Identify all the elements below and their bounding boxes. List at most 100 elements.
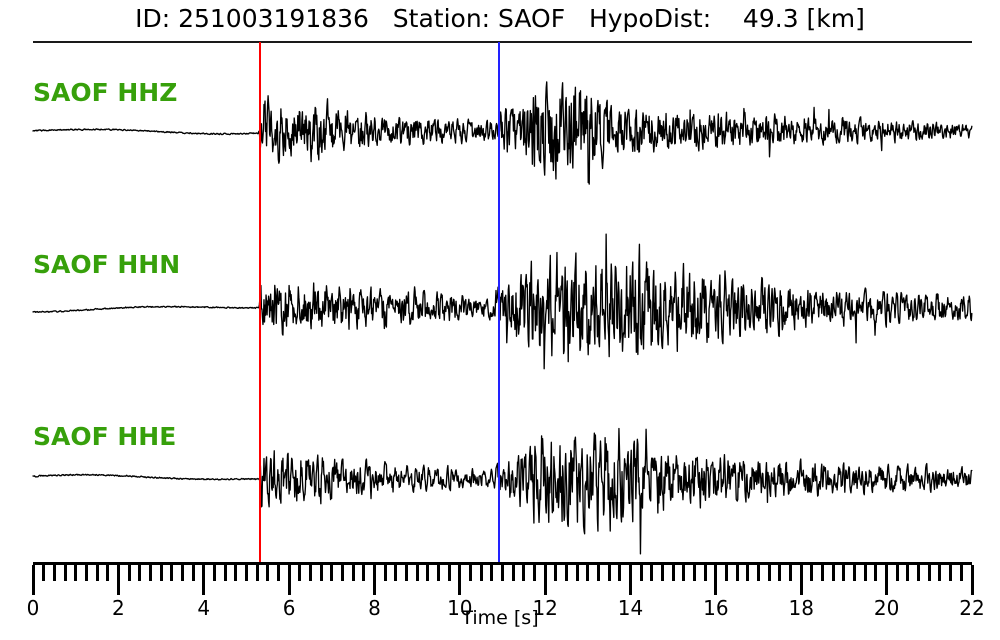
- s-pick-line: [497, 42, 500, 563]
- x-tick-minor: [735, 565, 739, 581]
- x-tick-major: [970, 565, 974, 595]
- x-tick-minor: [255, 565, 259, 581]
- x-tick-minor: [138, 565, 142, 581]
- x-tick-label: 12: [532, 596, 558, 620]
- x-tick-major: [202, 565, 206, 595]
- x-tick-minor: [244, 565, 248, 581]
- x-tick-minor: [554, 565, 558, 581]
- x-tick-label: 8: [368, 596, 381, 620]
- x-tick-major: [885, 565, 889, 595]
- x-tick-minor: [426, 565, 430, 581]
- x-tick-label: 22: [959, 596, 985, 620]
- x-tick-minor: [810, 565, 814, 581]
- x-tick-minor: [618, 565, 622, 581]
- page-title: ID: 251003191836 Station: SAOF HypoDist:…: [135, 4, 865, 33]
- x-tick-major: [31, 565, 35, 595]
- x-tick-minor: [682, 565, 686, 581]
- x-tick-minor: [180, 565, 184, 581]
- x-tick-major: [116, 565, 120, 595]
- x-tick-minor: [362, 565, 366, 581]
- x-tick-minor: [212, 565, 216, 581]
- x-tick-minor: [575, 565, 579, 581]
- x-axis-label: Time [s]: [461, 607, 539, 629]
- x-tick-minor: [511, 565, 515, 581]
- x-tick-minor: [127, 565, 131, 581]
- x-tick-minor: [725, 565, 729, 581]
- x-tick-minor: [436, 565, 440, 581]
- plot-top-border: [33, 41, 972, 43]
- x-tick-minor: [383, 565, 387, 581]
- x-tick-minor: [746, 565, 750, 581]
- x-tick-minor: [757, 565, 761, 581]
- x-tick-minor: [639, 565, 643, 581]
- x-tick-minor: [863, 565, 867, 581]
- x-axis-line: [33, 562, 972, 565]
- x-tick-minor: [394, 565, 398, 581]
- x-tick-minor: [308, 565, 312, 581]
- x-tick-label: 6: [282, 596, 296, 620]
- x-tick-minor: [276, 565, 280, 581]
- x-tick-major: [458, 565, 462, 595]
- x-tick-minor: [938, 565, 942, 581]
- channel-label-hhe: SAOF HHE: [33, 422, 177, 451]
- x-tick-minor: [106, 565, 110, 581]
- x-tick-minor: [650, 565, 654, 581]
- x-tick-minor: [949, 565, 953, 581]
- x-tick-minor: [831, 565, 835, 581]
- x-tick-minor: [522, 565, 526, 581]
- p-pick-line: [259, 42, 262, 563]
- x-tick-minor: [266, 565, 270, 581]
- x-tick-minor: [874, 565, 878, 581]
- x-tick-minor: [330, 565, 334, 581]
- x-tick-minor: [671, 565, 675, 581]
- x-tick-minor: [821, 565, 825, 581]
- x-tick-minor: [501, 565, 504, 581]
- x-tick-label: 14: [617, 596, 644, 620]
- x-tick-minor: [223, 565, 227, 581]
- channel-label-hhz: SAOF HHZ: [33, 78, 178, 107]
- x-tick-minor: [63, 565, 67, 581]
- x-tick-minor: [597, 565, 601, 581]
- x-tick-label: 16: [703, 596, 729, 620]
- x-tick-label: 0: [26, 596, 40, 620]
- x-tick-minor: [565, 565, 569, 581]
- x-tick-minor: [404, 565, 408, 581]
- x-tick-minor: [607, 565, 611, 581]
- x-tick-minor: [917, 565, 921, 581]
- x-tick-minor: [479, 565, 483, 581]
- x-tick-minor: [927, 565, 931, 581]
- x-tick-minor: [319, 565, 323, 581]
- x-tick-minor: [789, 565, 793, 581]
- x-tick-minor: [906, 565, 910, 581]
- x-tick-minor: [351, 565, 355, 581]
- x-tick-minor: [170, 565, 174, 581]
- x-tick-minor: [703, 565, 707, 581]
- x-tick-minor: [959, 565, 963, 581]
- x-tick-label: 18: [788, 596, 814, 620]
- x-tick-minor: [74, 565, 78, 581]
- x-tick-major: [287, 565, 291, 595]
- x-tick-major: [799, 565, 803, 595]
- x-tick-label: 4: [197, 596, 211, 620]
- x-tick-minor: [42, 565, 46, 581]
- x-tick-minor: [234, 565, 238, 581]
- x-tick-minor: [52, 565, 56, 581]
- x-tick-minor: [895, 565, 899, 581]
- x-tick-minor: [298, 565, 302, 581]
- channel-label-hhn: SAOF HHN: [33, 250, 181, 279]
- x-tick-label: 10: [447, 596, 473, 620]
- x-tick-minor: [148, 565, 152, 581]
- x-tick-minor: [778, 565, 782, 581]
- x-tick-minor: [767, 565, 771, 581]
- x-tick-minor: [842, 565, 846, 581]
- x-tick-label: 20: [873, 596, 900, 620]
- x-tick-minor: [95, 565, 99, 581]
- x-tick-major: [543, 565, 547, 595]
- x-tick-minor: [661, 565, 665, 581]
- x-tick-minor: [693, 565, 697, 581]
- x-tick-major: [714, 565, 718, 595]
- x-tick-minor: [159, 565, 163, 581]
- x-tick-minor: [415, 565, 419, 581]
- x-tick-minor: [468, 565, 472, 581]
